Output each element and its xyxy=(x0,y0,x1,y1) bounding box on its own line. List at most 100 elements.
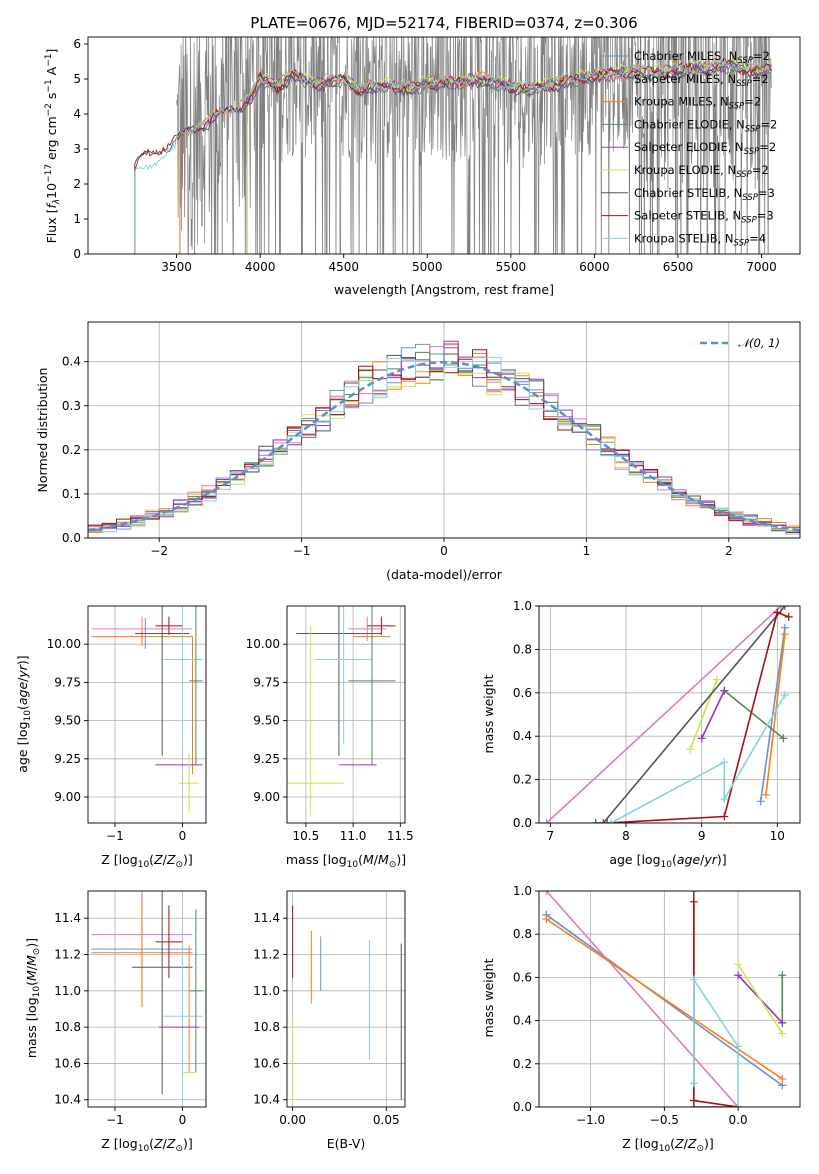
weight-marker-salp_elodie xyxy=(697,734,706,743)
y-tick-label: 10.00 xyxy=(47,637,81,651)
legend-label-salp_elodie: Salpeter ELODIE, NSSP=2 xyxy=(634,140,776,157)
mass_vs_Z-grid xyxy=(88,891,206,1107)
weight-line-chab_miles xyxy=(545,914,783,1087)
y-tick-label: 9.25 xyxy=(54,752,81,766)
y-tick-label: 10.6 xyxy=(253,1056,280,1070)
x-tick-label: 6000 xyxy=(579,260,610,274)
y-tick-label: 10.6 xyxy=(54,1056,81,1070)
weight-marker-krou_elodie xyxy=(712,675,721,684)
mass_vs_ebv-panel: 0.00 0.05 10.4 10.6 10.8 11.0 11.2 11.4 xyxy=(253,890,406,1127)
y-tick-label: 11.4 xyxy=(54,911,81,925)
weight-marker-krou_stelib xyxy=(606,819,615,823)
age_vs_Z-panel: −1 0 9.00 9.25 9.50 9.75 10.00 xyxy=(47,605,207,843)
x-tick-label: −2 xyxy=(150,544,168,558)
age_vs_mass-marks xyxy=(287,606,396,816)
y-tick-label: 4 xyxy=(73,107,81,121)
weight-marker-salp_stelib xyxy=(773,608,782,617)
mass_vs_ebv-grid xyxy=(287,891,405,1107)
weight-line-chab_stelib xyxy=(595,606,786,823)
weight-line-salp_stelib xyxy=(607,611,789,823)
mass-vs-z-y-label: mass [log10(M/M⊙)] xyxy=(24,938,42,1058)
legend-label-krou_elodie: Kroupa ELODIE, NSSP=2 xyxy=(634,163,769,180)
weight-marker-chab_stelib xyxy=(599,819,608,823)
y-tick-label: 0 xyxy=(73,247,81,261)
weight-line-krou_elodie xyxy=(689,679,718,750)
mass_vs_ebv-marks xyxy=(292,905,402,1107)
spectrum-y-label: Flux [fλ10−17 erg cm−2 s−1 A−1] xyxy=(44,49,62,244)
x-tick-label: 1 xyxy=(583,544,591,558)
weight-marker-krou_miles xyxy=(761,790,770,799)
legend-label-salp_miles: Salpeter MILES, NSSP=2 xyxy=(634,72,769,89)
weight-line-chab_elodie xyxy=(723,689,784,740)
legend-label-chab_miles: Chabrier MILES, NSSP=2 xyxy=(634,49,770,66)
weight-marker-salp_stelib xyxy=(689,897,698,906)
mass_vs_Z-marks xyxy=(91,891,203,1107)
x-tick-label: −1 xyxy=(106,1113,124,1127)
x-tick-label: 9 xyxy=(698,829,706,843)
weight-marker-salp_elodie xyxy=(734,971,743,980)
x-tick-label: 4000 xyxy=(245,260,276,274)
x-tick-label: 0 xyxy=(179,1113,187,1127)
weight-marker-chab_stelib xyxy=(591,819,600,823)
y-tick-label: 0.4 xyxy=(513,1014,532,1028)
legend-label-salp_stelib: Salpeter STELIB, NSSP=3 xyxy=(634,209,774,226)
weight_vs_Z-ticks: −1.0 −0.5 0.0 0.0 0.2 0.4 0.6 0.8 1.0 xyxy=(513,884,748,1127)
x-tick-label: 7 xyxy=(547,829,555,843)
y-tick-label: 0.2 xyxy=(62,443,81,457)
x-tick-label: −1 xyxy=(106,829,124,843)
age_vs_Z-grid xyxy=(88,606,206,823)
age_vs_Z-frame xyxy=(87,605,207,824)
weight-line-salp_miles xyxy=(545,891,739,1107)
weight-line-krou_miles xyxy=(545,918,783,1080)
mass_vs_Z-panel: −1 0 10.4 10.6 10.8 11.0 11.2 11.4 xyxy=(54,890,207,1127)
x-tick-label: 0 xyxy=(440,544,448,558)
age_vs_Z-ticks: −1 0 9.00 9.25 9.50 9.75 10.00 xyxy=(47,637,187,843)
weight_vs_age-grid xyxy=(539,605,800,824)
x-tick-label: 7000 xyxy=(746,260,777,274)
legend-label-krou_stelib: Kroupa STELIB, NSSP=4 xyxy=(634,231,766,248)
weight-line-krou_stelib xyxy=(610,694,786,823)
age-vs-z-x-label: Z [log10(Z/Z⊙)] xyxy=(101,852,193,870)
weight_vs_Z-marks xyxy=(542,891,787,1107)
y-tick-label: 5 xyxy=(73,72,81,86)
weight-marker-salp_elodie xyxy=(720,686,729,695)
y-tick-label: 0.0 xyxy=(513,1100,532,1114)
weight-marker-salp_stelib xyxy=(720,812,729,821)
weight-line-chab_stelib xyxy=(693,891,739,1107)
parameter-panels: −1 0 9.00 9.25 9.50 9.75 10.00 10.5 11.0 11.5 9.00… xyxy=(47,599,801,1127)
x-tick-label: 0.0 xyxy=(729,1113,748,1127)
weight-marker-krou_miles xyxy=(542,915,551,924)
age-vs-z-y-label: age [log10(age/yr)] xyxy=(15,655,33,772)
age_vs_mass-grid xyxy=(287,606,405,823)
spectrum-axes-frame xyxy=(87,36,801,255)
y-tick-label: 9.50 xyxy=(253,714,280,728)
y-tick-label: 0.8 xyxy=(513,642,532,656)
y-tick-label: 10.4 xyxy=(54,1093,81,1107)
y-tick-label: 11.4 xyxy=(253,911,280,925)
weight_vs_age-frame xyxy=(538,605,801,824)
x-tick-label: 10.5 xyxy=(293,829,320,843)
x-tick-label: −1.0 xyxy=(576,1113,605,1127)
x-tick-label: 11.0 xyxy=(340,829,367,843)
weight-marker-salp_miles xyxy=(542,891,551,895)
residual-plot-area xyxy=(88,340,800,536)
y-tick-label: 9.50 xyxy=(54,714,81,728)
weight-marker-salp_elodie xyxy=(778,1018,787,1027)
y-tick-label: 0.4 xyxy=(513,729,532,743)
weight-line-salp_miles xyxy=(546,606,782,823)
spectrum-x-label: wavelength [Angstrom, rest frame] xyxy=(334,282,554,297)
y-tick-label: 1.0 xyxy=(513,599,532,613)
weight-marker-chab_stelib xyxy=(780,606,789,610)
mass_vs_ebv-frame xyxy=(286,890,406,1108)
y-tick-label: 9.75 xyxy=(253,675,280,689)
weight-marker-krou_stelib xyxy=(720,758,729,767)
weight-vs-age-x-label: age [log10(age/yr)] xyxy=(609,852,726,870)
weight_vs_Z-frame xyxy=(538,890,801,1108)
x-tick-label: 0.05 xyxy=(373,1113,400,1127)
y-tick-label: 11.2 xyxy=(253,948,280,962)
legend-label-chab_elodie: Chabrier ELODIE, NSSP=2 xyxy=(634,117,777,134)
y-tick-label: 0.6 xyxy=(513,686,532,700)
weight-line-krou_miles xyxy=(765,634,786,795)
x-tick-label: 0 xyxy=(179,829,187,843)
weight-marker-salp_stelib xyxy=(603,819,612,823)
